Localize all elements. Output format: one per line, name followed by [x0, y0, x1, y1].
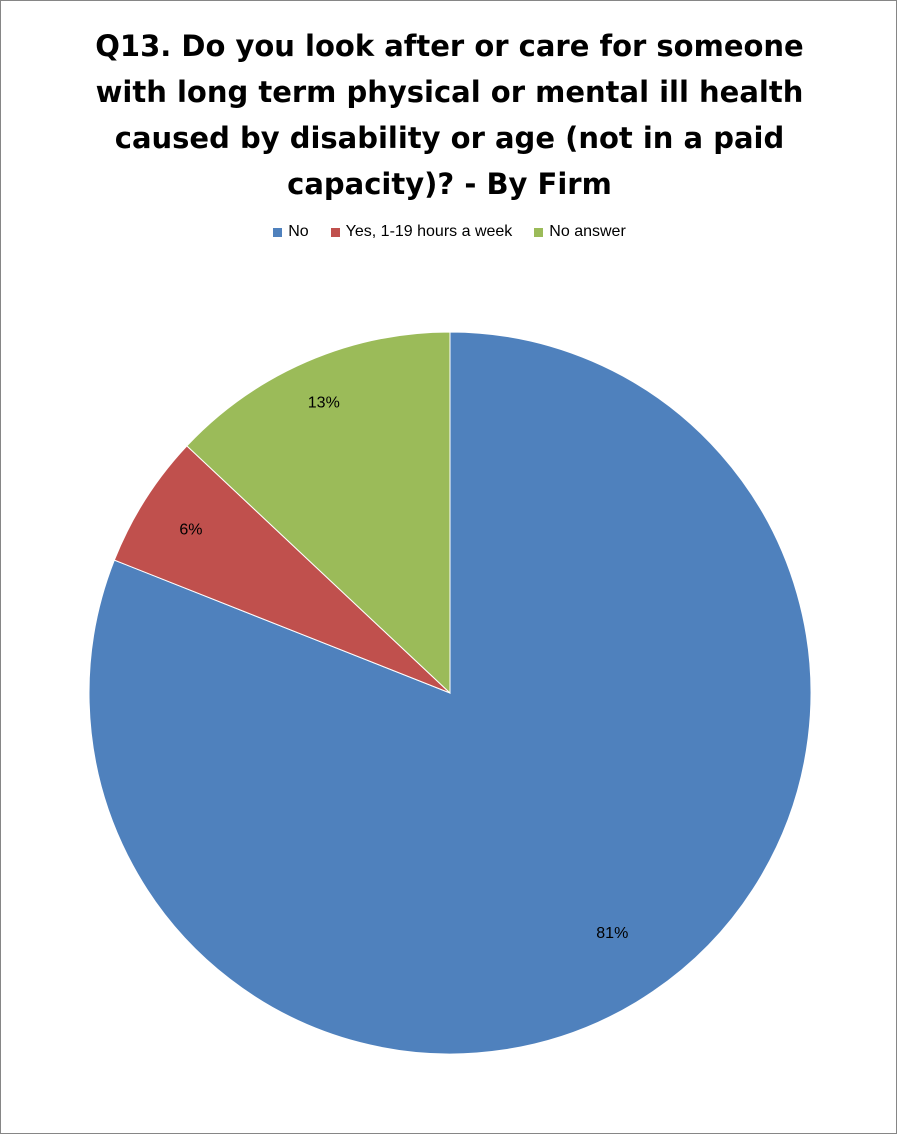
legend-swatch-no [273, 227, 283, 237]
legend-item-yes: Yes, 1-19 hours a week [330, 223, 513, 241]
data-label-no: 81% [596, 925, 628, 942]
legend-item-no-answer: No answer [534, 223, 626, 241]
pie-slice-yes [113, 445, 451, 694]
legend-label-no: No [288, 223, 309, 240]
pie-slice-no-answer [186, 331, 451, 695]
legend-label-yes: Yes, 1-19 hours a week [345, 223, 513, 240]
data-label-no-answer: 13% [308, 394, 340, 411]
data-label-yes: 6% [179, 522, 202, 539]
legend-swatch-yes [330, 227, 340, 237]
legend-item-no: No [273, 223, 309, 241]
legend-swatch-no-answer [534, 227, 544, 237]
legend-label-no-answer: No answer [549, 223, 626, 240]
legend: No Yes, 1-19 hours a week No answer [1, 223, 897, 241]
chart-title: Q13. Do you look after or care for someo… [95, 29, 804, 201]
